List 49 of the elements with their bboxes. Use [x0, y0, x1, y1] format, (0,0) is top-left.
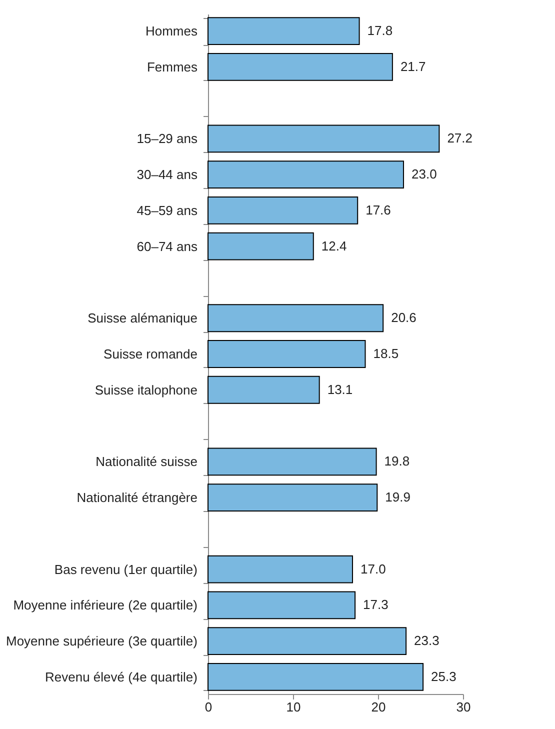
- bar: [208, 627, 407, 656]
- data-label: 20.6: [391, 310, 416, 326]
- data-label: 19.9: [385, 490, 410, 505]
- y-tick-label: Nationalité suisse: [96, 454, 198, 470]
- x-tick-label: 30: [456, 700, 471, 714]
- y-tick-label: Bas revenu (1er quartile): [54, 562, 198, 577]
- data-label: 25.3: [431, 668, 456, 684]
- y-tick-label: 45–59 ans: [136, 202, 198, 218]
- y-tick-label: Femmes: [146, 59, 198, 74]
- data-label: 27.2: [447, 130, 473, 146]
- data-label: 19.8: [384, 454, 410, 469]
- data-label: 12.4: [321, 238, 347, 254]
- y-tick-label: Suisse alémanique: [88, 310, 198, 326]
- bar: [208, 448, 377, 476]
- bar: [208, 17, 360, 45]
- bar: [208, 232, 314, 260]
- y-tick-label: Moyenne inférieure (2e quartile): [13, 598, 198, 613]
- y-tick-label: Suisse italophone: [94, 382, 198, 398]
- bar: [208, 124, 440, 153]
- y-tick-label: Moyenne supérieure (3e quartile): [6, 634, 198, 649]
- data-label: 18.5: [373, 346, 399, 361]
- bar: [208, 555, 353, 584]
- data-label: 17.3: [363, 597, 388, 612]
- y-tick-label: 15–29 ans: [136, 131, 198, 146]
- y-tick-label: 30–44 ans: [136, 167, 198, 182]
- bar: [208, 304, 384, 332]
- bar: [208, 52, 393, 81]
- x-tick-label: 0: [204, 700, 212, 714]
- data-label: 17.0: [360, 561, 386, 576]
- y-tick-label: Hommes: [145, 24, 198, 39]
- data-label: 17.8: [367, 23, 393, 38]
- data-label: 17.6: [366, 202, 391, 218]
- y-tick-label: Revenu élevé (4e quartile): [45, 669, 198, 684]
- data-label: 23.0: [412, 166, 437, 182]
- y-tick-label: Nationalité étrangère: [76, 490, 198, 506]
- bar: [208, 160, 404, 189]
- x-tick-label: 10: [286, 700, 301, 714]
- bar: [208, 340, 366, 368]
- data-label: 13.1: [327, 382, 353, 397]
- bar: [208, 484, 378, 512]
- x-tick-label: 20: [371, 700, 386, 714]
- data-label: 21.7: [400, 58, 426, 74]
- y-tick-label: 60–74 ans: [136, 238, 198, 254]
- data-label: 23.3: [414, 633, 440, 648]
- y-tick-label: Suisse romande: [104, 346, 198, 362]
- bar: [208, 591, 356, 620]
- bar: [208, 663, 424, 691]
- bar: [208, 196, 358, 224]
- bar: [208, 376, 320, 404]
